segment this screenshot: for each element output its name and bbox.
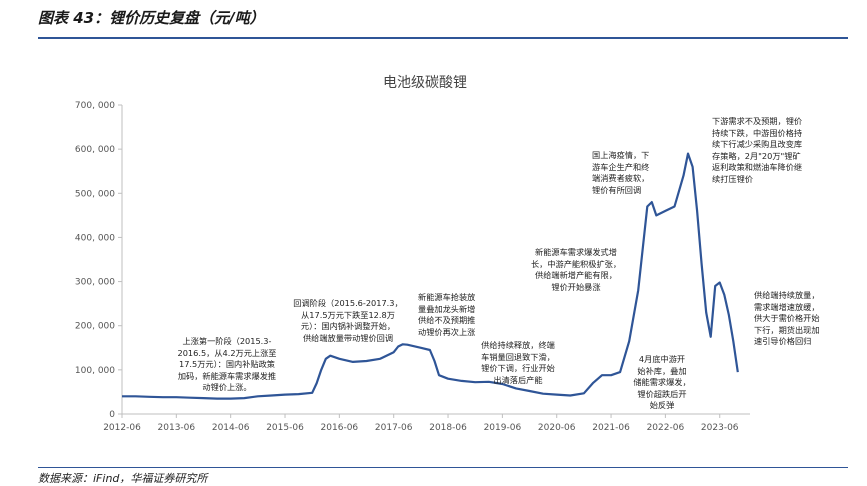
x-tick-label: 2013-06 <box>158 423 196 433</box>
x-tick-label: 2022-06 <box>647 423 685 433</box>
annotation-rush-installation: 新能源车抢装放 量叠加龙头新增 供给不及预期推 动锂价再次上涨 <box>418 292 498 338</box>
x-tick-label: 2012-06 <box>103 423 141 433</box>
x-tick-label: 2021-06 <box>592 423 630 433</box>
annotation-supply-release: 供给持续释放，终端 车销量回退致下滑， 锂价下调，行业开始 出清落后产能 <box>468 340 568 386</box>
y-tick-label: 100, 000 <box>75 366 115 376</box>
x-tick-label: 2018-06 <box>429 423 467 433</box>
chart-title: 电池级碳酸锂 <box>383 75 467 91</box>
x-tick-label: 2017-06 <box>375 423 413 433</box>
y-tick-label: 300, 000 <box>75 278 115 288</box>
y-tick-label: 0 <box>109 410 115 420</box>
annotation-restocking: 4月底中游开 始补库，叠加 储能需求爆发， 锂价超跌后开 始反弹 <box>626 354 698 412</box>
y-tick-label: 500, 000 <box>75 189 115 199</box>
annotation-shanghai-epidemic: 国上海疫情，下 游车企生产和终 端消费者疲软， 锂价有所回调 <box>592 150 672 196</box>
footer-rule <box>38 467 848 468</box>
y-tick-label: 600, 000 <box>75 145 115 155</box>
annotation-pullback-phase: 回调阶段（2015.6-2017.3， 从17.5万元下跌至12.8万 元）：国… <box>284 298 412 344</box>
x-tick-label: 2020-06 <box>538 423 576 433</box>
x-tick-label: 2016-06 <box>321 423 359 433</box>
y-tick-label: 700, 000 <box>75 101 115 111</box>
y-tick-label: 400, 000 <box>75 233 115 243</box>
data-source: 数据来源：iFind，华福证券研究所 <box>38 470 207 486</box>
annotation-phase-1: 上涨第一阶段（2015.3- 2016.5，从4.2万元上涨至 17.5万元）：… <box>158 336 296 394</box>
annotation-demand-surge: 新能源车需求爆发式增 长，中游产能积极扩张， 供给端新增产能有限， 锂价开始暴涨 <box>516 247 636 293</box>
annotation-demand-weak: 下游需求不及预期，锂价 持续下跌，中游囤价格持 续下行减少采购且改变库 存策略，… <box>712 116 832 185</box>
annotation-supply-excess: 供给端持续放量， 需求端增速放缓， 供大于需价格开始 下行，期货出现加 速引导价… <box>754 290 850 348</box>
x-tick-label: 2015-06 <box>266 423 304 433</box>
y-tick-label: 200, 000 <box>75 322 115 332</box>
x-tick-label: 2014-06 <box>212 423 250 433</box>
x-tick-label: 2023-06 <box>701 423 739 433</box>
x-tick-label: 2019-06 <box>484 423 522 433</box>
